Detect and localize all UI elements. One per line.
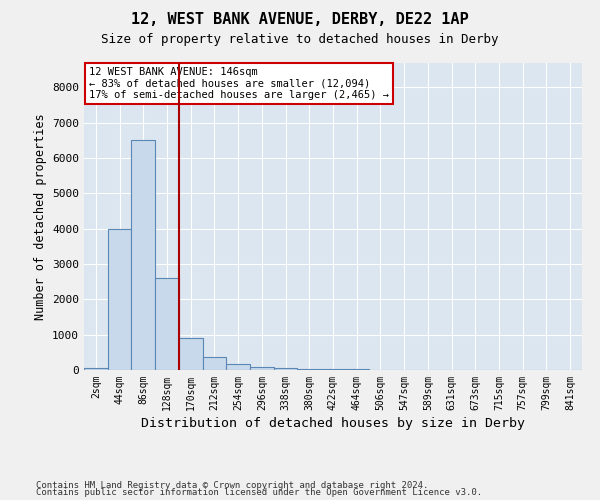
Y-axis label: Number of detached properties: Number of detached properties [34, 113, 47, 320]
Bar [155, 278, 179, 370]
Bar [108, 228, 131, 370]
Bar [179, 338, 203, 370]
Text: Contains public sector information licensed under the Open Government Licence v3: Contains public sector information licen… [36, 488, 482, 497]
Bar [274, 368, 298, 370]
Bar [250, 367, 274, 370]
Bar [321, 369, 345, 370]
Bar [298, 368, 321, 370]
Text: 12 WEST BANK AVENUE: 146sqm
← 83% of detached houses are smaller (12,094)
17% of: 12 WEST BANK AVENUE: 146sqm ← 83% of det… [89, 67, 389, 100]
Bar [226, 364, 250, 370]
Text: 12, WEST BANK AVENUE, DERBY, DE22 1AP: 12, WEST BANK AVENUE, DERBY, DE22 1AP [131, 12, 469, 28]
Bar [203, 356, 226, 370]
X-axis label: Distribution of detached houses by size in Derby: Distribution of detached houses by size … [141, 417, 525, 430]
Bar [131, 140, 155, 370]
Bar [84, 368, 108, 370]
Text: Contains HM Land Registry data © Crown copyright and database right 2024.: Contains HM Land Registry data © Crown c… [36, 480, 428, 490]
Text: Size of property relative to detached houses in Derby: Size of property relative to detached ho… [101, 32, 499, 46]
